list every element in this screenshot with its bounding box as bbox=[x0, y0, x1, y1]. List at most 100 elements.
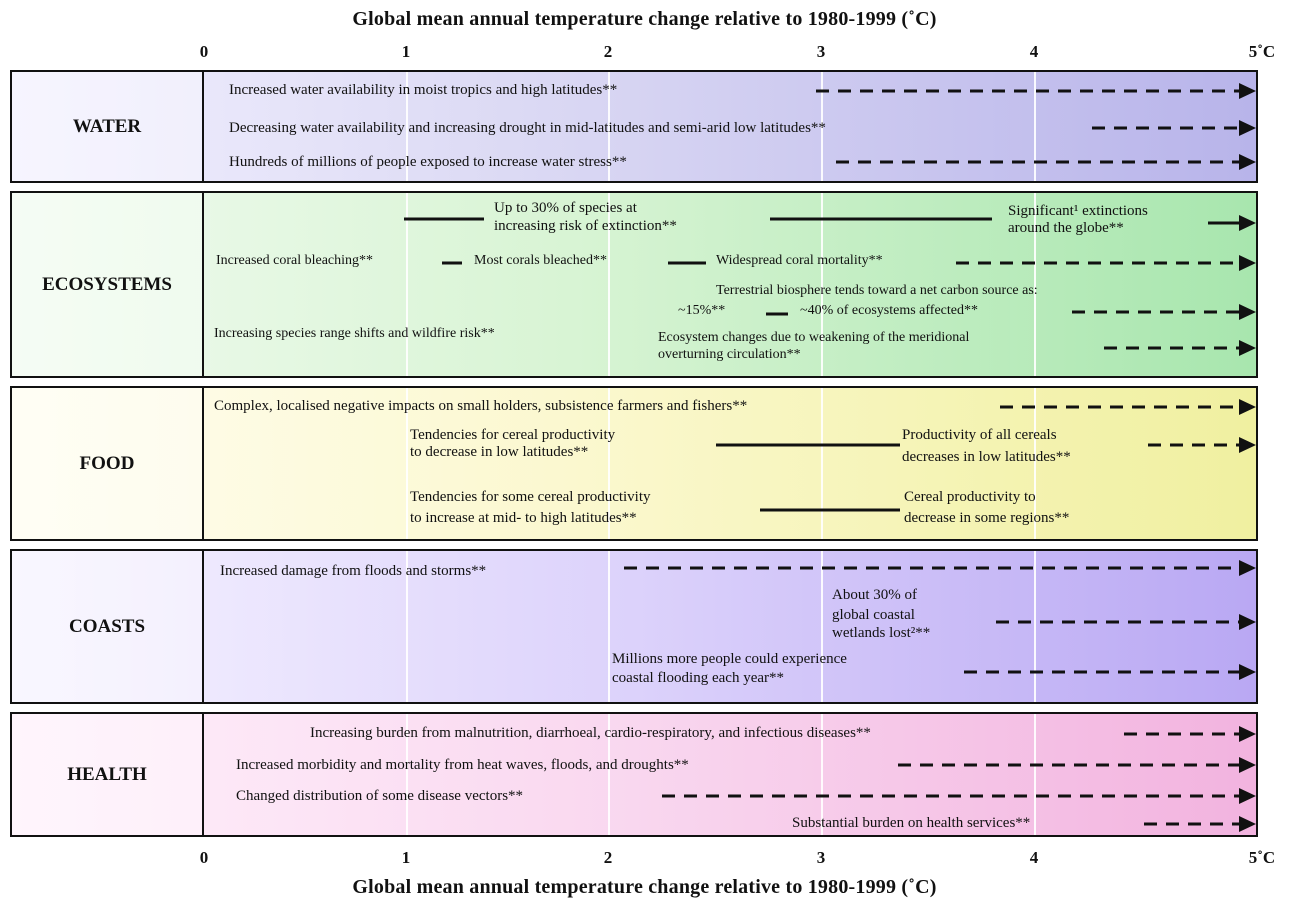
tick-bottom-3: 3 bbox=[816, 848, 826, 867]
food-regions-line1: Cereal productivity to bbox=[904, 489, 1036, 505]
food-arrowhead-smallholders bbox=[1239, 399, 1256, 415]
food-cereal-decrease-line2: to decrease in low latitudes** bbox=[410, 444, 589, 460]
gridline-2 bbox=[608, 714, 610, 835]
gridline-2 bbox=[608, 551, 610, 702]
eco-extinction-line1: Significant¹ extinctions bbox=[1008, 203, 1148, 219]
eco-15pct: ~15%** bbox=[678, 303, 726, 318]
health-malnutrition: Increasing burden from malnutrition, dia… bbox=[310, 725, 871, 741]
gridline-3 bbox=[821, 551, 823, 702]
water-item-3: Hundreds of millions of people exposed t… bbox=[229, 154, 627, 170]
gridline-1 bbox=[406, 551, 408, 702]
gridline-3 bbox=[821, 714, 823, 835]
coasts-floods: Increased damage from floods and storms*… bbox=[220, 563, 487, 579]
tick-bottom-2: 2 bbox=[603, 848, 613, 867]
health-arrowhead-vectors bbox=[1239, 788, 1256, 804]
coasts-area: Increased damage from floods and storms*… bbox=[204, 551, 1256, 702]
gridline-3 bbox=[821, 388, 823, 539]
tick-bottom-0: 0 bbox=[199, 848, 209, 867]
coasts-arrowhead-wetlands bbox=[1239, 614, 1256, 630]
water-item-1: Increased water availability in moist tr… bbox=[229, 82, 618, 98]
tick-top-2: 2 bbox=[603, 42, 613, 61]
food-all-cereals-line2: decreases in low latitudes** bbox=[902, 449, 1071, 465]
water-label: WATER bbox=[12, 72, 204, 181]
food-arrowhead-all-cereals bbox=[1239, 437, 1256, 453]
tick-bottom-1: 1 bbox=[401, 848, 411, 867]
coasts-wetlands-line2: global coastal bbox=[832, 607, 915, 623]
tick-bottom-5: 5˚C bbox=[1248, 848, 1276, 867]
health-panel: HEALTH Increasing burden from malnutriti… bbox=[10, 712, 1258, 837]
gridline-2 bbox=[608, 193, 610, 376]
coasts-label: COASTS bbox=[12, 551, 204, 702]
coasts-panel: COASTS Increased damage from floods and … bbox=[10, 549, 1258, 704]
eco-arrowhead-extinction bbox=[1239, 215, 1256, 231]
food-area: Complex, localised negative impacts on s… bbox=[204, 388, 1256, 539]
ecosystems-area: Up to 30% of species at increasing risk … bbox=[204, 193, 1256, 376]
water-item-2: Decreasing water availability and increa… bbox=[229, 120, 826, 136]
eco-arrowhead-moc bbox=[1239, 340, 1256, 356]
ecosystems-panel: ECOSYSTEMS Up to 30% of species at incre… bbox=[10, 191, 1258, 378]
gridline-2 bbox=[608, 388, 610, 539]
gridline-2 bbox=[608, 72, 610, 181]
gridline-4 bbox=[1034, 714, 1036, 835]
water-panel: WATER Increased water availability in mo… bbox=[10, 70, 1258, 183]
eco-moc-line1: Ecosystem changes due to weakening of th… bbox=[658, 330, 970, 345]
food-label: FOOD bbox=[12, 388, 204, 539]
health-heatwaves: Increased morbidity and mortality from h… bbox=[236, 757, 689, 773]
eco-coral-bleaching: Increased coral bleaching** bbox=[216, 253, 374, 268]
eco-species-line1: Up to 30% of species at bbox=[494, 200, 637, 216]
eco-arrowhead-coral bbox=[1239, 255, 1256, 271]
food-cereal-increase-line1: Tendencies for some cereal productivity bbox=[410, 489, 651, 505]
tick-top-0: 0 bbox=[199, 42, 209, 61]
water-area: Increased water availability in moist tr… bbox=[204, 72, 1256, 181]
health-services: Substantial burden on health services** bbox=[792, 815, 1031, 831]
axis-title-bottom: Global mean annual temperature change re… bbox=[352, 876, 937, 898]
health-arrowhead-heatwaves bbox=[1239, 757, 1256, 773]
axis-title-top: Global mean annual temperature change re… bbox=[352, 8, 937, 30]
food-all-cereals-line1: Productivity of all cereals bbox=[902, 427, 1057, 443]
water-arrowhead-3 bbox=[1239, 154, 1256, 170]
tick-top-4: 4 bbox=[1029, 42, 1039, 61]
coasts-wetlands-line3: wetlands lost²** bbox=[832, 625, 931, 641]
water-arrowhead-1 bbox=[1239, 83, 1256, 99]
eco-arrowhead-40pct bbox=[1239, 304, 1256, 320]
eco-40pct: ~40% of ecosystems affected** bbox=[800, 303, 978, 318]
gridline-1 bbox=[406, 72, 408, 181]
gridline-4 bbox=[1034, 551, 1036, 702]
health-label: HEALTH bbox=[12, 714, 204, 835]
gridline-1 bbox=[406, 388, 408, 539]
eco-moc-line2: overturning circulation** bbox=[658, 347, 801, 362]
eco-coral-mortality: Widespread coral mortality** bbox=[716, 253, 883, 268]
ecosystems-label: ECOSYSTEMS bbox=[12, 193, 204, 376]
food-smallholders: Complex, localised negative impacts on s… bbox=[214, 398, 748, 414]
food-cereal-increase-line2: to increase at mid- to high latitudes** bbox=[410, 510, 637, 526]
food-regions-line2: decrease in some regions** bbox=[904, 510, 1070, 526]
food-panel: FOOD Complex, localised negative impacts… bbox=[10, 386, 1258, 541]
gridline-1 bbox=[406, 714, 408, 835]
coasts-wetlands-line1: About 30% of bbox=[832, 587, 917, 603]
gridline-4 bbox=[1034, 388, 1036, 539]
eco-range-shifts: Increasing species range shifts and wild… bbox=[214, 326, 495, 341]
eco-extinction-line2: around the globe** bbox=[1008, 220, 1124, 236]
water-arrowhead-2 bbox=[1239, 120, 1256, 136]
tick-bottom-4: 4 bbox=[1029, 848, 1039, 867]
eco-terrestrial-biosphere: Terrestrial biosphere tends toward a net… bbox=[716, 283, 1038, 298]
tick-top-3: 3 bbox=[816, 42, 826, 61]
gridline-1 bbox=[406, 193, 408, 376]
eco-species-line2: increasing risk of extinction** bbox=[494, 218, 677, 234]
coasts-flooding-line1: Millions more people could experience bbox=[612, 651, 847, 667]
health-area: Increasing burden from malnutrition, dia… bbox=[204, 714, 1256, 835]
gridline-3 bbox=[821, 72, 823, 181]
coasts-arrowhead-flooding bbox=[1239, 664, 1256, 680]
tick-top-1: 1 bbox=[401, 42, 411, 61]
health-arrowhead-services bbox=[1239, 816, 1256, 832]
health-arrowhead-malnutrition bbox=[1239, 726, 1256, 742]
coasts-flooding-line2: coastal flooding each year** bbox=[612, 670, 785, 686]
eco-corals-bleached: Most corals bleached** bbox=[474, 253, 607, 268]
food-cereal-decrease-line1: Tendencies for cereal productivity bbox=[410, 427, 616, 443]
health-vectors: Changed distribution of some disease vec… bbox=[236, 788, 524, 804]
coasts-arrowhead-floods bbox=[1239, 560, 1256, 576]
gridline-4 bbox=[1034, 72, 1036, 181]
gridline-3 bbox=[821, 193, 823, 376]
tick-top-5: 5˚C bbox=[1248, 42, 1276, 61]
gridline-4 bbox=[1034, 193, 1036, 376]
